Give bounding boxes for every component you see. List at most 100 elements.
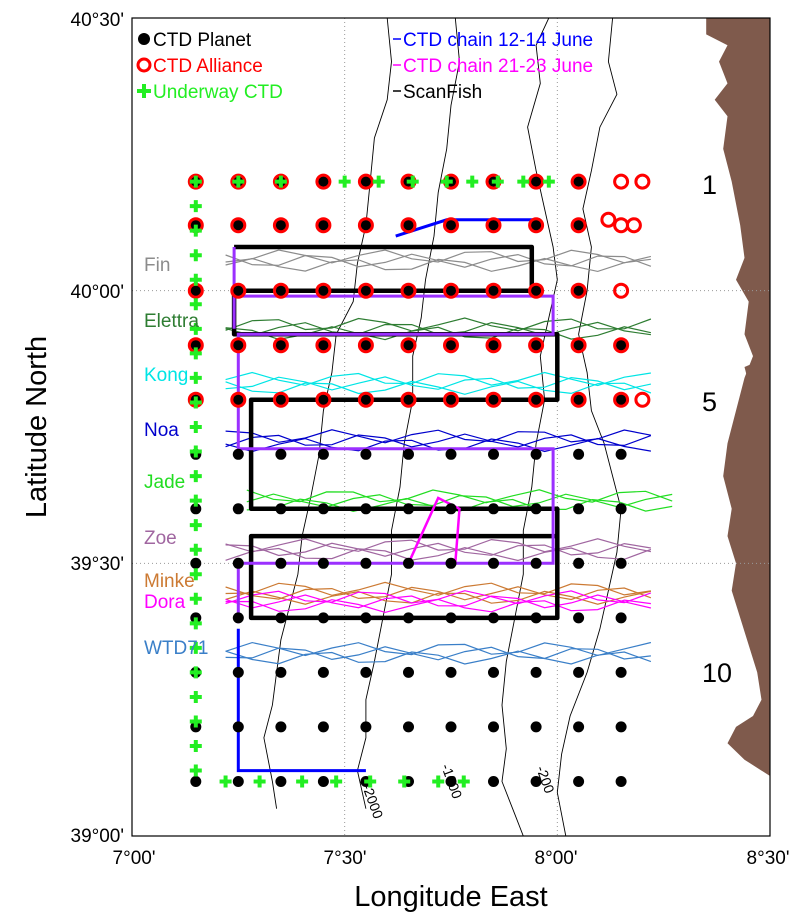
ctd-alliance-station xyxy=(230,337,247,354)
ctd-planet-station xyxy=(488,448,499,460)
ctd-planet-station xyxy=(317,176,329,188)
ctd-planet-station xyxy=(275,776,287,787)
underway-ctd-marker xyxy=(219,775,232,788)
ctd-planet-station xyxy=(275,612,287,624)
ctd-planet-station xyxy=(360,394,372,406)
isobath-line xyxy=(501,18,558,836)
ctd-planet-station xyxy=(360,666,372,678)
ctd-planet-station xyxy=(403,503,414,515)
glider-track-kong xyxy=(225,371,651,387)
ctd-planet-station xyxy=(275,285,287,297)
ctd-chain-june21-detour xyxy=(407,496,461,564)
ctd-alliance-station xyxy=(613,173,630,190)
underway-ctd-marker xyxy=(372,175,385,188)
ctd-alliance-station xyxy=(485,217,502,234)
glider-track-zoe xyxy=(225,546,652,562)
glider-track-zoe xyxy=(225,538,652,553)
ctd-planet-station xyxy=(317,503,329,515)
glider-label-minke: Minke xyxy=(144,571,195,592)
glider-track-zoe xyxy=(225,542,651,557)
ctd-planet-station xyxy=(275,557,287,569)
ctd-planet-station xyxy=(317,612,329,624)
underway-ctd-marker xyxy=(189,543,202,556)
ctd-planet-station xyxy=(445,448,457,460)
ctd-planet-station xyxy=(360,557,372,569)
glider-label-fin: Fin xyxy=(144,255,170,276)
ctd-alliance-station xyxy=(613,337,630,354)
ctd-alliance-station xyxy=(625,217,642,234)
glider-track-minke xyxy=(225,581,651,596)
ctd-alliance-station xyxy=(570,282,587,299)
ctd-planet-station xyxy=(275,503,287,515)
glider-track-wtd71 xyxy=(225,650,652,665)
ctd-planet-station xyxy=(445,339,457,351)
x-tick-label: 8°00' xyxy=(535,848,578,869)
ctd-alliance-station xyxy=(230,217,247,234)
ctd-alliance-station xyxy=(357,337,374,354)
y-axis-label: Latitude North xyxy=(21,336,53,518)
legend-chain-june21-label: CTD chain 21-23 June xyxy=(403,56,593,77)
y-tick-label: 39°00' xyxy=(71,826,125,847)
ctd-planet-station xyxy=(403,557,414,569)
grid-lines xyxy=(132,18,770,836)
ctd-alliance-station xyxy=(528,337,545,354)
ctd-planet-station xyxy=(403,612,414,624)
legend-alliance-marker xyxy=(136,57,152,73)
ctd-planet-station xyxy=(615,503,627,515)
ctd-alliance-station xyxy=(357,391,374,408)
ctd-planet-station xyxy=(317,557,329,569)
ctd-planet-station xyxy=(445,285,457,297)
glider-label-elettra: Elettra xyxy=(144,311,199,332)
ctd-alliance-station xyxy=(634,391,651,408)
x-tick-label: 7°00' xyxy=(113,848,156,869)
ctd-alliance-station xyxy=(528,282,545,299)
ctd-planet-station xyxy=(573,776,585,787)
underway-ctd-marker xyxy=(189,764,202,777)
underway-ctd-marker xyxy=(466,175,479,188)
ctd-planet-station xyxy=(530,503,542,515)
ctd-planet-station xyxy=(530,612,542,624)
ctd-planet-station xyxy=(530,448,542,460)
ctd-planet-station xyxy=(445,776,457,787)
ctd-planet-station xyxy=(488,503,499,515)
ctd-planet-station xyxy=(488,557,499,569)
ctd-planet-station xyxy=(615,557,627,569)
ctd-planet-station xyxy=(232,285,244,297)
ctd-planet-station xyxy=(615,394,627,406)
ctd-planet-station xyxy=(573,339,585,351)
underway-ctd-marker xyxy=(296,775,309,788)
glider-labels: Fin Elettra Kong Noa Jade Zoe Minke Dora… xyxy=(144,255,208,659)
ctd-planet-station xyxy=(190,339,202,351)
scanfish-path xyxy=(231,244,560,621)
ctd-planet-station xyxy=(488,776,499,787)
ctd-planet-station xyxy=(530,776,542,787)
ctd-alliance-station xyxy=(600,211,617,228)
underway-ctd-marker xyxy=(440,175,453,188)
ctd-planet-station xyxy=(232,776,244,787)
ctd-planet-station xyxy=(573,394,585,406)
x-axis-label: Longitude East xyxy=(354,881,547,913)
section-number-10: 10 xyxy=(702,658,732,688)
underway-ctd-marker xyxy=(364,775,377,788)
isobath-line xyxy=(263,18,392,809)
underway-ctd-marker xyxy=(189,445,202,458)
glider-label-dora: Dora xyxy=(144,592,186,613)
ctd-alliance-station xyxy=(570,391,587,408)
y-tick-label: 40°00' xyxy=(71,282,125,303)
ctd-planet-station xyxy=(403,219,414,231)
ctd-planet-station xyxy=(445,219,457,231)
glider-label-zoe: Zoe xyxy=(144,528,177,549)
ctd-alliance-station xyxy=(187,173,204,190)
ctd-alliance-station xyxy=(400,217,417,234)
ctd-alliance-station xyxy=(315,217,332,234)
underway-ctd-marker xyxy=(189,347,202,360)
legend-underway-label: Underway CTD xyxy=(153,82,283,103)
glider-track-fin xyxy=(225,249,652,264)
ctd-planet-station xyxy=(317,721,329,733)
ctd-planet-station xyxy=(403,448,414,460)
ctd-planet-station xyxy=(360,285,372,297)
ctd-planet-station xyxy=(403,285,414,297)
ctd-planet-station xyxy=(530,285,542,297)
ctd-planet-station xyxy=(615,448,627,460)
ctd-planet-station xyxy=(615,721,627,733)
